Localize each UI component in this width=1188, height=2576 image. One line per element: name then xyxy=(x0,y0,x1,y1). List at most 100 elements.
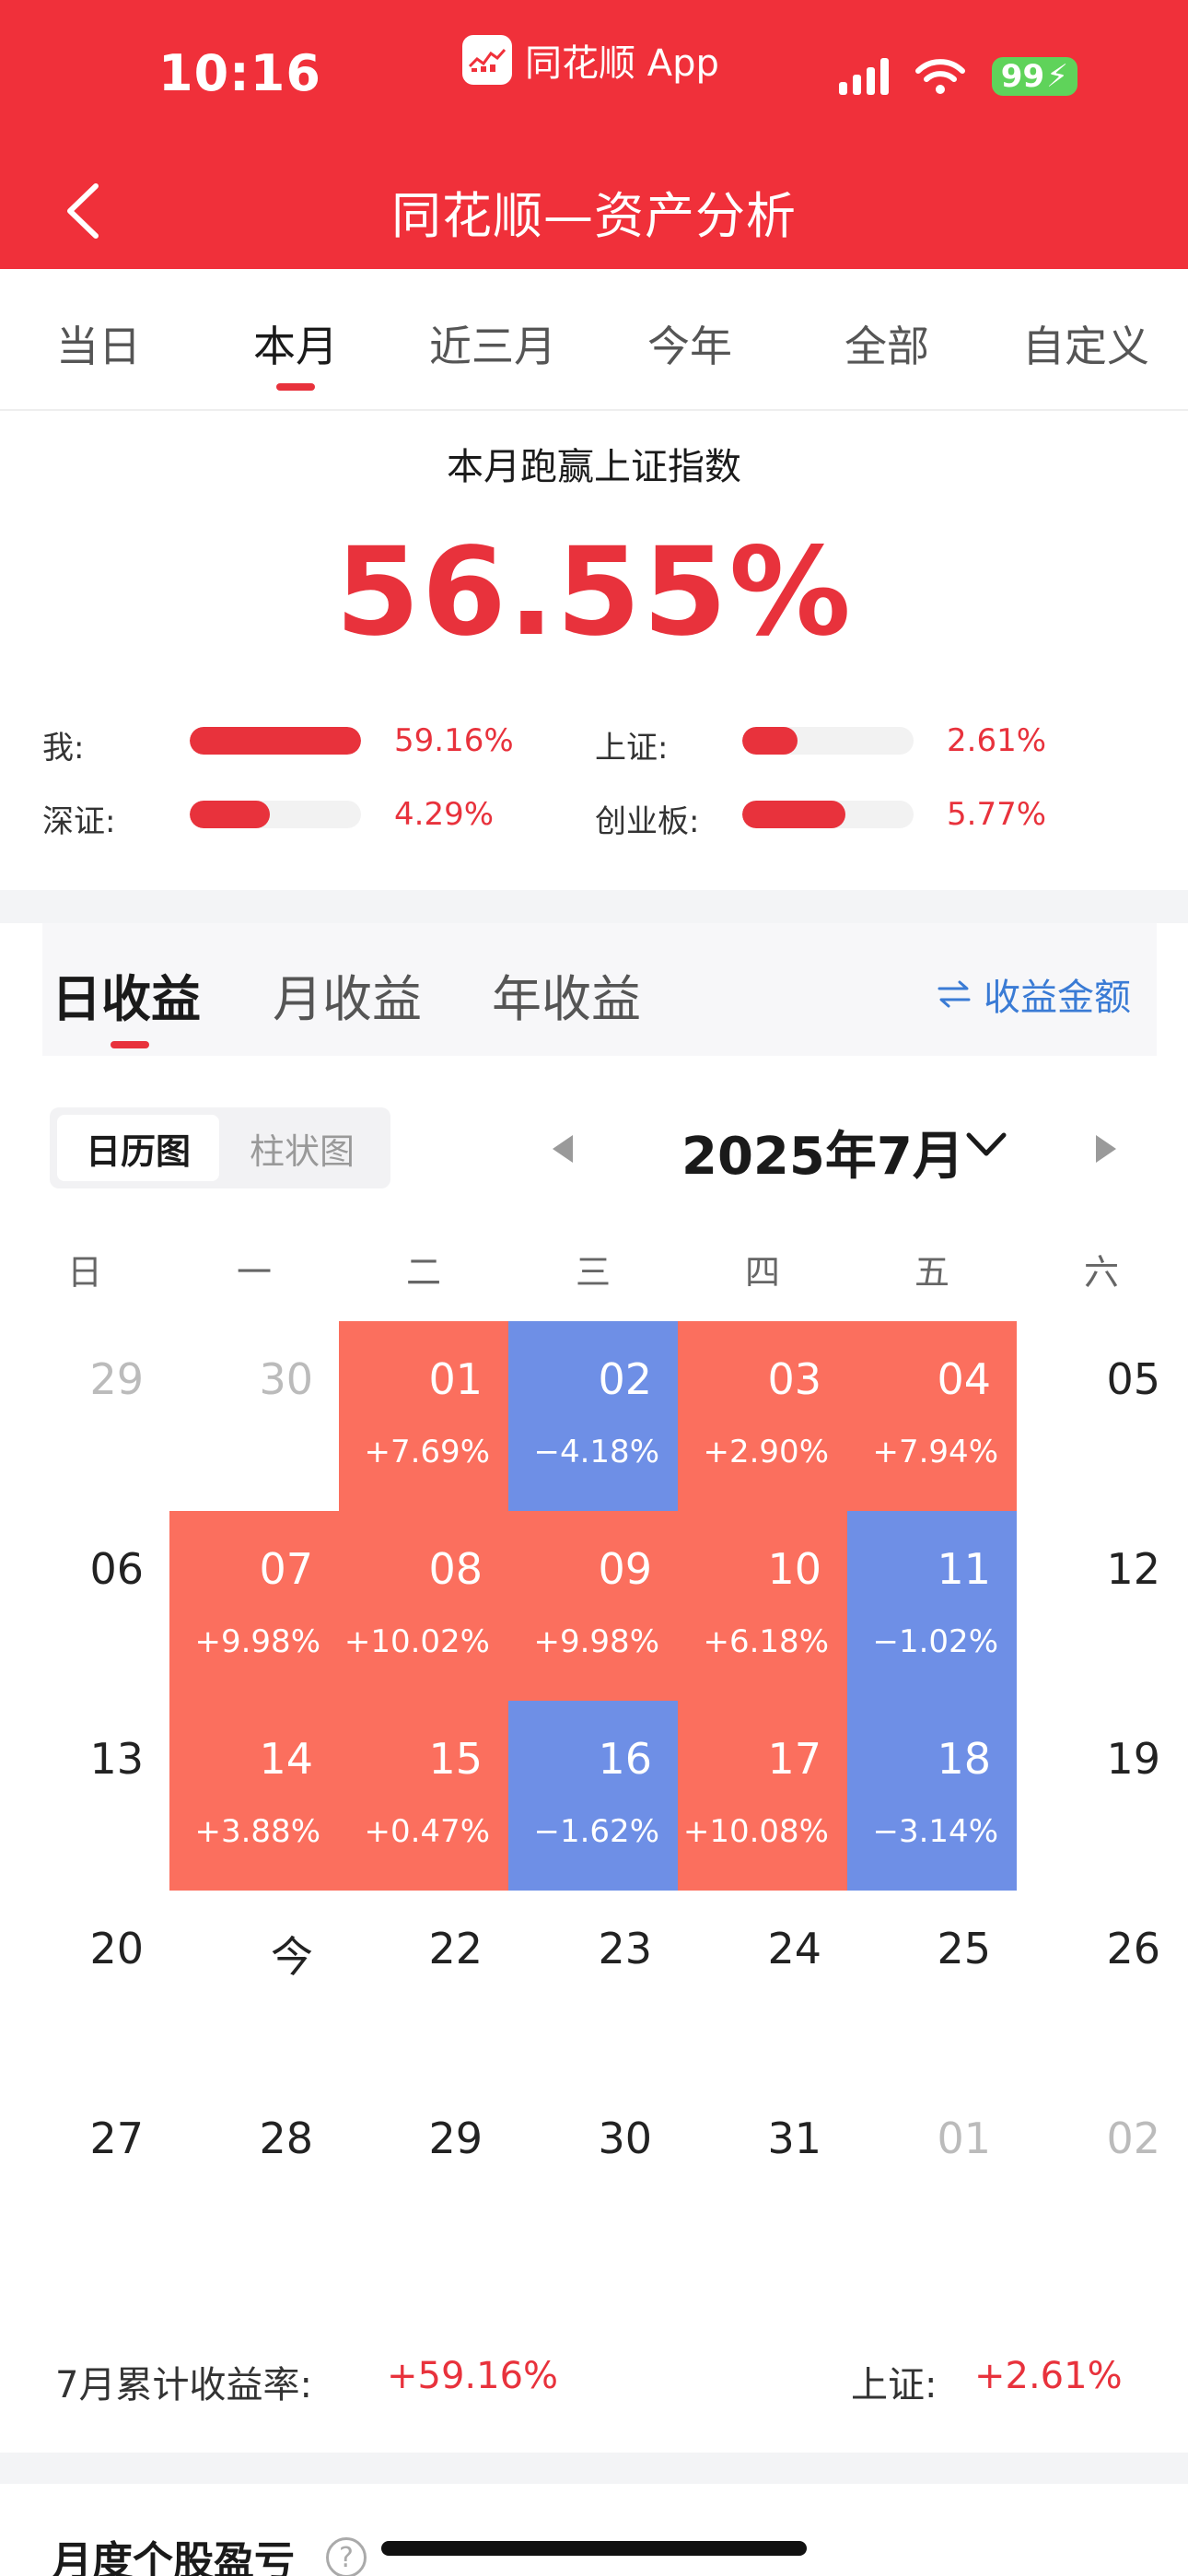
toggle-amount-button[interactable]: 收益金额 xyxy=(938,967,1131,1021)
calendar-day[interactable]: 24 xyxy=(678,1891,847,2080)
calendar-day-number: 31 xyxy=(767,2113,821,2163)
compare-bar-chinext xyxy=(742,801,914,828)
calendar-day[interactable]: 16 −1.62% xyxy=(508,1701,678,1891)
prev-month-icon[interactable] xyxy=(549,1133,577,1165)
calendar-day[interactable]: 07 +9.98% xyxy=(169,1511,339,1701)
calendar-day-number: 06 xyxy=(89,1544,144,1594)
calendar-day[interactable]: 05 xyxy=(1017,1321,1186,1511)
calendar-day-number: 30 xyxy=(259,1354,313,1404)
calendar-day-return: +3.88% xyxy=(194,1813,321,1850)
compare-value-mine: 59.16% xyxy=(394,722,514,759)
app-indicator[interactable]: 同花顺 App xyxy=(462,33,719,87)
next-month-icon[interactable] xyxy=(1092,1133,1120,1165)
index-return-value: +2.61% xyxy=(974,2355,1123,2397)
active-tab-indicator xyxy=(276,383,315,391)
calendar-day-number: 15 xyxy=(428,1734,483,1784)
calendar-day[interactable]: 28 xyxy=(169,2080,339,2270)
view-switch: 日历图 柱状图 xyxy=(50,1107,390,1188)
calendar-day[interactable]: 27 xyxy=(0,2080,169,2270)
tab-monthly-earnings[interactable]: 月收益 xyxy=(273,970,422,1028)
toggle-amount-label: 收益金额 xyxy=(984,977,1131,1019)
calendar-day-return: −3.14% xyxy=(872,1813,999,1850)
compare-value-chinext: 5.77% xyxy=(947,796,1047,833)
calendar-day-number: 02 xyxy=(1106,2113,1160,2163)
calendar-day-number: 01 xyxy=(937,2113,991,2163)
calendar-day[interactable]: 今 xyxy=(169,1891,339,2080)
tab-yearly-earnings[interactable]: 年收益 xyxy=(492,970,641,1028)
tab-today[interactable]: 当日 xyxy=(56,322,141,371)
calendar-day-number: 20 xyxy=(89,1924,144,1973)
calendar-day-number: 28 xyxy=(259,2113,313,2163)
month-label[interactable]: 2025年7月 xyxy=(681,1127,964,1187)
month-cumulative-value: +59.16% xyxy=(387,2355,559,2397)
back-icon[interactable] xyxy=(61,181,105,241)
calendar-day[interactable]: 29 xyxy=(0,1321,169,1511)
calendar-day-number: 08 xyxy=(428,1544,483,1594)
calendar-day-number: 07 xyxy=(259,1544,313,1594)
calendar-day[interactable]: 15 +0.47% xyxy=(339,1701,508,1891)
calendar-day[interactable]: 09 +9.98% xyxy=(508,1511,678,1701)
calendar-day-number: 02 xyxy=(598,1354,652,1404)
calendar-day[interactable]: 01 +7.69% xyxy=(339,1321,508,1511)
calendar-view-button[interactable]: 日历图 xyxy=(57,1115,219,1181)
calendar-day[interactable]: 01 xyxy=(847,2080,1017,2270)
home-indicator xyxy=(381,2541,807,2556)
calendar-day[interactable]: 17 +10.08% xyxy=(678,1701,847,1891)
calendar-day[interactable]: 30 xyxy=(169,1321,339,1511)
calendar-day[interactable]: 18 −3.14% xyxy=(847,1701,1017,1891)
help-icon[interactable]: ? xyxy=(326,2537,367,2576)
section-divider xyxy=(0,890,1188,923)
calendar-day[interactable]: 12 xyxy=(1017,1511,1186,1701)
section-divider-bottom xyxy=(0,2453,1188,2484)
calendar-day-number: 22 xyxy=(428,1924,483,1973)
calendar-day[interactable]: 10 +6.18% xyxy=(678,1511,847,1701)
calendar-day-number: 18 xyxy=(937,1734,991,1784)
calendar-day[interactable]: 08 +10.02% xyxy=(339,1511,508,1701)
calendar-day[interactable]: 23 xyxy=(508,1891,678,2080)
calendar-day-return: −1.02% xyxy=(872,1623,999,1660)
weekday-label: 一 xyxy=(236,1252,272,1293)
calendar-day[interactable]: 30 xyxy=(508,2080,678,2270)
comparison-title: 本月跑赢上证指数 xyxy=(447,446,741,488)
calendar-day-return: −4.18% xyxy=(533,1434,660,1470)
month-cumulative-label: 7月累计收益率: xyxy=(55,2364,312,2406)
calendar-day-number: 17 xyxy=(767,1734,821,1784)
calendar-day-return: +6.18% xyxy=(703,1623,830,1660)
calendar-day-number: 03 xyxy=(767,1354,821,1404)
calendar-day[interactable]: 25 xyxy=(847,1891,1017,2080)
tab-last-three-months[interactable]: 近三月 xyxy=(429,322,556,371)
calendar-day-number: 23 xyxy=(598,1924,652,1973)
calendar-day[interactable]: 14 +3.88% xyxy=(169,1701,339,1891)
calendar-day[interactable]: 02 −4.18% xyxy=(508,1321,678,1511)
tab-this-year[interactable]: 今年 xyxy=(647,322,732,371)
calendar-day-number: 13 xyxy=(89,1734,144,1784)
calendar-day[interactable]: 11 −1.02% xyxy=(847,1511,1017,1701)
calendar-day[interactable]: 06 xyxy=(0,1511,169,1701)
tab-daily-earnings[interactable]: 日收益 xyxy=(52,970,201,1028)
calendar-day[interactable]: 26 xyxy=(1017,1891,1186,2080)
tab-all[interactable]: 全部 xyxy=(844,322,929,371)
calendar-day[interactable]: 13 xyxy=(0,1701,169,1891)
calendar-day-number: 25 xyxy=(937,1924,991,1973)
weekday-label: 二 xyxy=(405,1252,441,1293)
calendar-day[interactable]: 31 xyxy=(678,2080,847,2270)
calendar-day[interactable]: 02 xyxy=(1017,2080,1186,2270)
calendar-day-return: +7.94% xyxy=(872,1434,999,1470)
calendar-day-number: 29 xyxy=(428,2113,483,2163)
calendar-day[interactable]: 22 xyxy=(339,1891,508,2080)
outperformance-value: 56.55% xyxy=(335,521,853,663)
calendar-day[interactable]: 20 xyxy=(0,1891,169,2080)
calendar-day[interactable]: 03 +2.90% xyxy=(678,1321,847,1511)
chevron-down-icon[interactable] xyxy=(965,1130,1007,1159)
tab-this-month[interactable]: 本月 xyxy=(253,322,338,371)
compare-bar-fill xyxy=(742,727,798,755)
app-name: 同花顺 App xyxy=(525,42,719,85)
tab-custom[interactable]: 自定义 xyxy=(1022,322,1149,371)
calendar-day-number: 30 xyxy=(598,2113,652,2163)
calendar-day[interactable]: 29 xyxy=(339,2080,508,2270)
calendar-day[interactable]: 04 +7.94% xyxy=(847,1321,1017,1511)
calendar-day[interactable]: 19 xyxy=(1017,1701,1186,1891)
weekday-label: 三 xyxy=(575,1252,611,1293)
calendar-day-return: +10.02% xyxy=(344,1623,490,1660)
bar-view-button[interactable]: 柱状图 xyxy=(249,1130,355,1172)
